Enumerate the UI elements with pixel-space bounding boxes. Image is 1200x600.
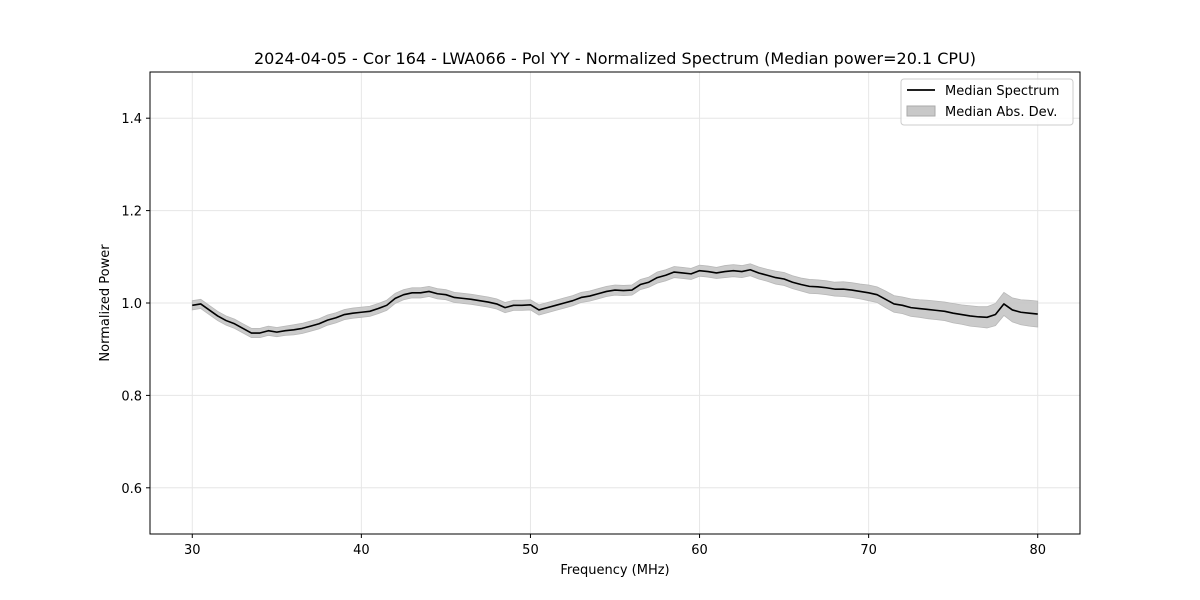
y-tick-label: 1.2	[121, 205, 142, 220]
x-tick-label: 60	[691, 543, 708, 558]
x-tick-label: 70	[860, 543, 877, 558]
legend-median-label: Median Spectrum	[945, 84, 1059, 99]
x-tick-label: 50	[522, 543, 539, 558]
y-tick-label: 0.8	[121, 389, 142, 404]
legend: Median Spectrum Median Abs. Dev.	[900, 78, 1074, 126]
legend-mad-swatch	[906, 105, 936, 117]
x-tick-label: 40	[353, 543, 370, 558]
x-tick-label: 30	[184, 543, 201, 558]
median-line-layer	[192, 268, 1038, 334]
x-axis-label: Frequency (MHz)	[560, 563, 669, 578]
median-spectrum-line	[192, 268, 1038, 334]
legend-box	[900, 78, 1074, 126]
x-tick-label: 80	[1029, 543, 1046, 558]
mad-band	[191, 263, 1039, 339]
chart-title: 2024-04-05 - Cor 164 - LWA066 - Pol YY -…	[254, 49, 976, 68]
mad-band-layer	[191, 263, 1039, 339]
legend-mad-label: Median Abs. Dev.	[945, 105, 1057, 120]
y-axis-label: Normalized Power	[98, 244, 113, 362]
axis-ticks: 30 40 50 60 70 80 0.6 0.8 1.0 1.2 1.4	[121, 112, 1046, 558]
y-tick-label: 1.4	[121, 112, 142, 127]
y-tick-label: 1.0	[121, 297, 142, 312]
y-tick-label: 0.6	[121, 482, 142, 497]
